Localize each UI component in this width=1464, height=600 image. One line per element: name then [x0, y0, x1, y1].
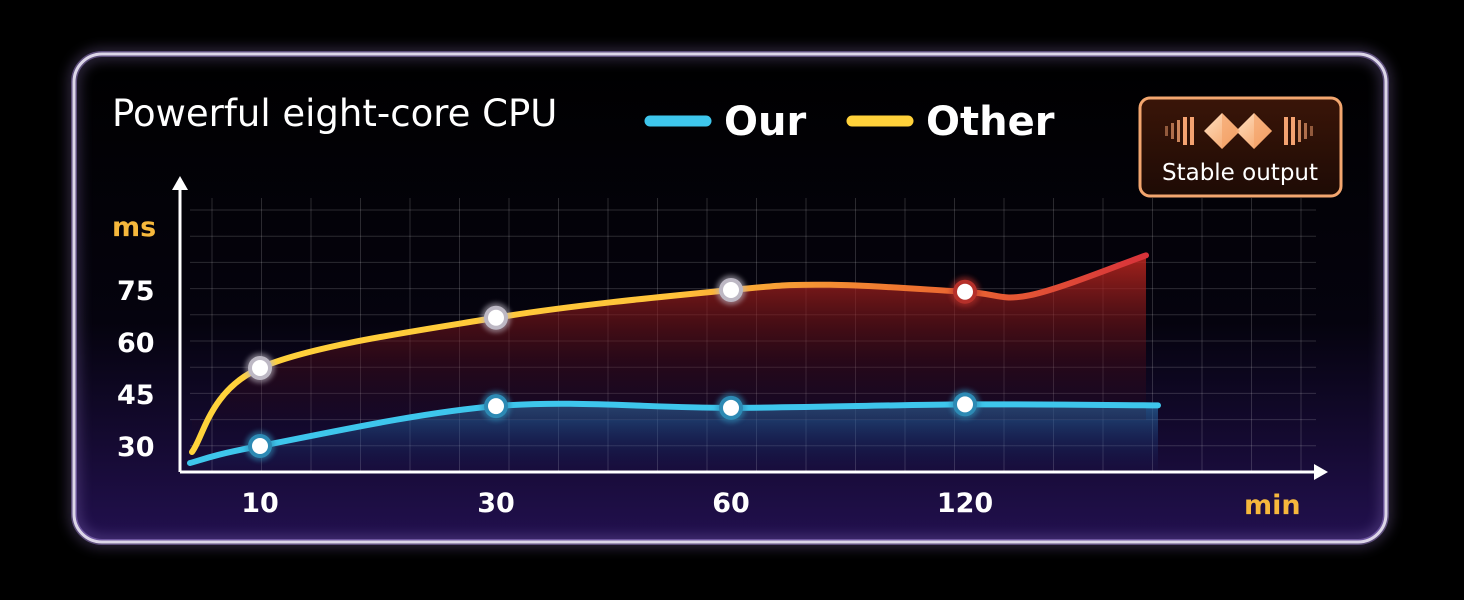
- data-point-marker: [950, 276, 980, 307]
- x-tick-label: 120: [937, 488, 993, 519]
- y-tick-label: 45: [117, 380, 155, 411]
- y-axis-arrow-icon: [172, 176, 188, 190]
- stable-output-badge: Stable output: [1138, 96, 1343, 198]
- series-area: [190, 403, 1158, 470]
- x-tick-label: 60: [712, 488, 750, 519]
- diamond-logo-icon: [1204, 113, 1272, 149]
- data-point-marker: [245, 353, 275, 383]
- legend-label: Our: [724, 99, 806, 145]
- y-tick-label: 60: [117, 328, 155, 359]
- y-tick-label: 30: [117, 432, 155, 463]
- data-point-marker: [481, 302, 511, 333]
- data-point-marker: [481, 391, 511, 422]
- chart-title: Powerful eight-core CPU: [112, 92, 557, 135]
- data-point-marker: [716, 275, 746, 305]
- legend: Our Other: [644, 99, 1055, 145]
- tick-labels: 10 30 60 120 30 45 60 75: [117, 276, 993, 519]
- axes: [172, 176, 1328, 480]
- data-point-marker: [950, 389, 980, 420]
- x-tick-label: 30: [477, 488, 515, 519]
- panel-border: [72, 52, 1388, 544]
- badge-label: Stable output: [1162, 160, 1318, 186]
- series-line: [187, 400, 1161, 466]
- x-tick-label: 10: [241, 488, 279, 519]
- legend-label: Other: [926, 99, 1055, 145]
- data-point-marker: [716, 392, 746, 423]
- series-markers: [245, 275, 980, 461]
- x-axis-arrow-icon: [1314, 464, 1328, 480]
- x-axis-unit: min: [1244, 490, 1301, 521]
- y-tick-label: 75: [117, 276, 155, 307]
- y-axis-unit: ms: [112, 212, 156, 243]
- signal-bars-icon: [1165, 117, 1313, 145]
- data-point-marker: [245, 431, 275, 461]
